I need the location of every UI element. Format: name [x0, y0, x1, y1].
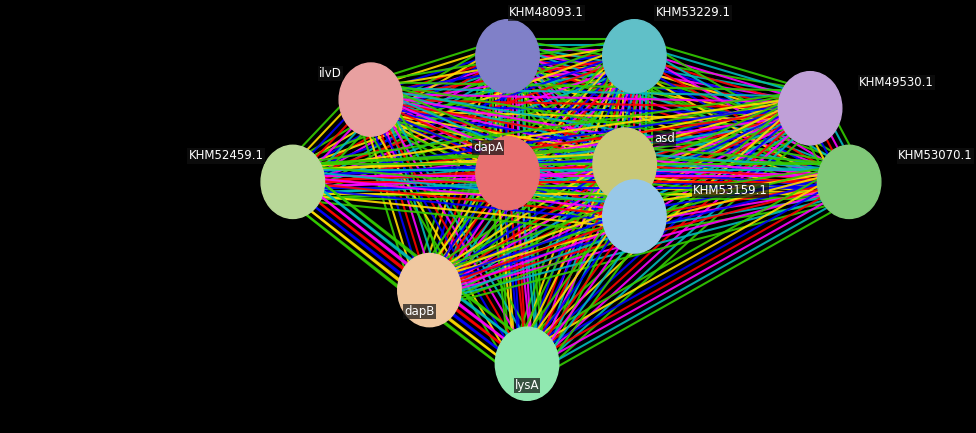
Text: KHM53070.1: KHM53070.1 — [898, 149, 973, 162]
Text: dapB: dapB — [404, 305, 435, 318]
Text: lysA: lysA — [514, 379, 540, 392]
Ellipse shape — [340, 63, 403, 136]
Ellipse shape — [496, 327, 559, 401]
Text: KHM53159.1: KHM53159.1 — [693, 184, 768, 197]
Ellipse shape — [779, 71, 841, 145]
Text: asd: asd — [654, 132, 674, 145]
Ellipse shape — [602, 19, 666, 93]
Ellipse shape — [261, 145, 325, 219]
Text: dapA: dapA — [473, 141, 503, 154]
Ellipse shape — [593, 128, 657, 201]
Ellipse shape — [602, 180, 666, 253]
Ellipse shape — [476, 19, 539, 93]
Ellipse shape — [476, 136, 539, 210]
Text: KHM49530.1: KHM49530.1 — [859, 76, 934, 89]
Ellipse shape — [398, 253, 462, 327]
Text: ilvD: ilvD — [319, 67, 342, 80]
Text: KHM48093.1: KHM48093.1 — [509, 6, 584, 19]
Text: KHM52459.1: KHM52459.1 — [188, 149, 264, 162]
Ellipse shape — [818, 145, 881, 219]
Text: KHM53229.1: KHM53229.1 — [656, 6, 730, 19]
